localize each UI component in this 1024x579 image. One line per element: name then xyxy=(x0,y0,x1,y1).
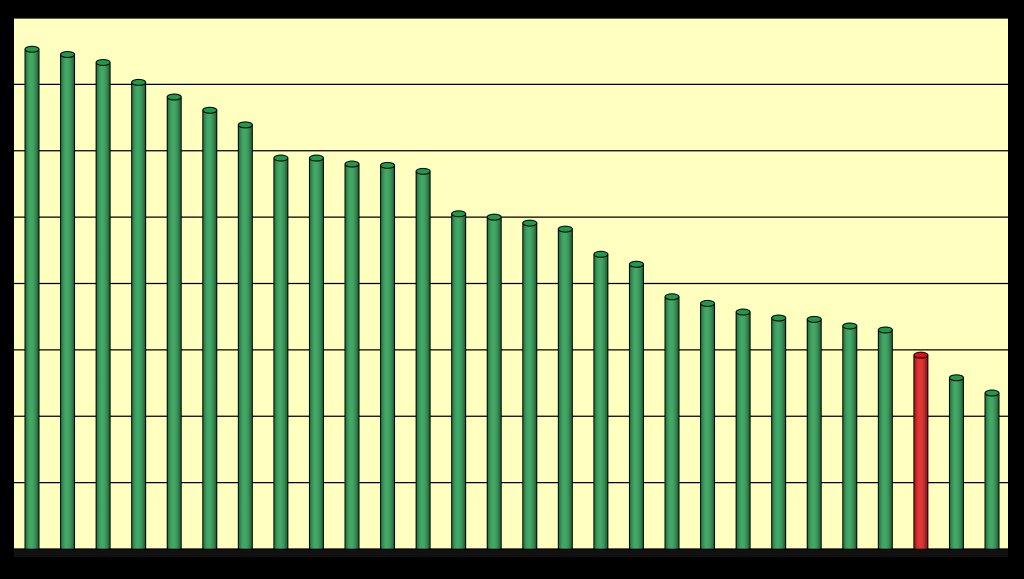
bar-shade xyxy=(416,171,431,550)
bar-shade xyxy=(522,223,537,549)
bar-shade xyxy=(736,312,751,549)
bar-cap xyxy=(593,250,609,258)
bar-cap xyxy=(700,299,716,307)
bar-shade xyxy=(949,377,964,549)
bar-cap xyxy=(771,314,787,322)
bar-cap xyxy=(948,374,964,382)
bar-shade xyxy=(380,165,395,550)
bar-shade xyxy=(202,110,217,549)
bar-shade xyxy=(665,296,679,549)
bar-shade xyxy=(345,164,359,549)
bar-cap xyxy=(202,106,218,114)
bar-cap xyxy=(237,121,253,129)
bar-shade xyxy=(807,319,822,549)
bar-cap xyxy=(415,167,431,175)
bar-cap xyxy=(451,210,467,218)
bar-shade xyxy=(771,318,786,549)
bar-cap xyxy=(735,308,751,316)
bar-cap xyxy=(24,45,40,53)
bar-cap xyxy=(628,260,644,268)
bar-shade xyxy=(167,96,182,549)
bar-shade xyxy=(131,82,146,549)
bar-cap xyxy=(913,351,929,359)
bar-shade xyxy=(487,217,502,549)
bar-shade xyxy=(25,49,39,549)
bar-cap xyxy=(984,389,1000,397)
bar-shade xyxy=(96,62,111,549)
bar-shade xyxy=(629,264,644,549)
bar-cap xyxy=(842,322,858,330)
bar-cap xyxy=(664,293,680,301)
bar-cap xyxy=(273,154,289,162)
bar-cap xyxy=(308,154,324,162)
bar-shade xyxy=(985,393,999,549)
bar-cap xyxy=(557,225,573,233)
bar-cap xyxy=(486,213,502,221)
bar-shade xyxy=(273,158,288,549)
bar-cap xyxy=(877,326,893,334)
bar-shade xyxy=(60,54,75,549)
bar-shade xyxy=(913,355,928,549)
bar-shade xyxy=(238,124,253,550)
bar-shade xyxy=(700,303,715,549)
floor xyxy=(14,549,1008,557)
bar-cap xyxy=(95,58,111,66)
bar-cap xyxy=(60,51,76,59)
bar-cap xyxy=(380,161,396,169)
bar-shade xyxy=(451,213,466,549)
bar-cap xyxy=(344,160,360,168)
bar-cap xyxy=(131,78,147,86)
bar-shade xyxy=(309,158,324,549)
bar-shade xyxy=(593,254,608,550)
bar-cap xyxy=(806,315,822,323)
bar-cap xyxy=(166,93,182,101)
bar-shade xyxy=(842,325,857,549)
bar-shade xyxy=(558,229,573,549)
bar-shade xyxy=(878,329,893,549)
bar-cap xyxy=(522,219,538,227)
